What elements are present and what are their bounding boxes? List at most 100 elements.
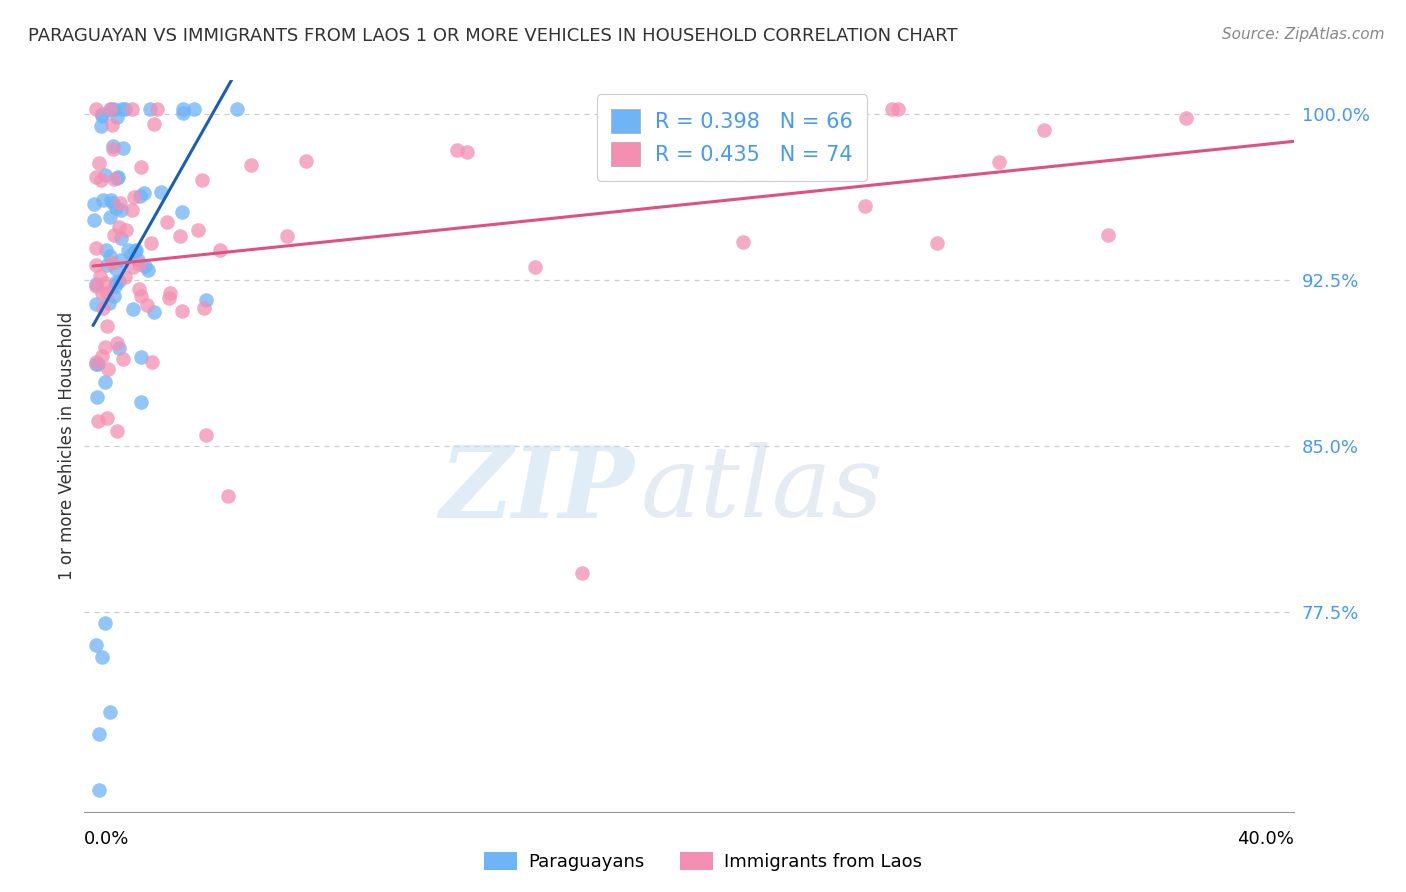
Point: [446, 143, 468, 157]
Point: [103, 227, 125, 242]
Point: [94, 340, 117, 354]
Point: [131, 289, 153, 303]
Point: [84, 277, 107, 292]
Point: [456, 145, 478, 160]
Point: [141, 355, 163, 369]
Point: [84, 639, 107, 653]
Legend: Paraguayans, Immigrants from Laos: Paraguayans, Immigrants from Laos: [477, 846, 929, 879]
Point: [139, 235, 162, 250]
Point: [128, 189, 150, 203]
Point: [136, 263, 159, 277]
Point: [108, 274, 131, 288]
Point: [105, 201, 128, 215]
Y-axis label: 1 or more Vehicles in Household: 1 or more Vehicles in Household: [58, 312, 76, 580]
Point: [97, 361, 120, 376]
Point: [146, 102, 169, 116]
Point: [117, 244, 139, 258]
Point: [159, 291, 181, 305]
Point: [172, 205, 194, 219]
Point: [110, 252, 132, 267]
Point: [114, 270, 136, 285]
Point: [620, 102, 643, 116]
Point: [98, 102, 121, 116]
Point: [100, 211, 122, 225]
Point: [571, 566, 593, 580]
Point: [87, 727, 110, 741]
Point: [94, 244, 117, 258]
Point: [84, 102, 107, 116]
Point: [114, 102, 136, 116]
Point: [172, 102, 194, 116]
Point: [194, 293, 217, 308]
Point: [87, 782, 110, 797]
Point: [103, 102, 125, 116]
Point: [91, 193, 114, 207]
Point: [84, 241, 107, 255]
Point: [128, 257, 150, 271]
Point: [159, 285, 181, 300]
Point: [83, 196, 105, 211]
Point: [128, 282, 150, 296]
Point: [87, 414, 110, 428]
Point: [96, 411, 118, 425]
Point: [191, 173, 214, 187]
Point: [84, 357, 107, 371]
Point: [925, 235, 948, 250]
Point: [129, 350, 152, 364]
Point: [90, 286, 112, 301]
Text: PARAGUAYAN VS IMMIGRANTS FROM LAOS 1 OR MORE VEHICLES IN HOUSEHOLD CORRELATION C: PARAGUAYAN VS IMMIGRANTS FROM LAOS 1 OR …: [28, 27, 957, 45]
Point: [105, 335, 128, 350]
Point: [239, 158, 262, 172]
Point: [84, 296, 107, 310]
Point: [93, 276, 115, 290]
Point: [111, 102, 134, 116]
Point: [103, 288, 125, 302]
Point: [208, 243, 231, 257]
Point: [523, 260, 546, 274]
Point: [131, 160, 153, 174]
Point: [107, 170, 129, 185]
Point: [111, 141, 134, 155]
Point: [122, 302, 145, 317]
Point: [89, 268, 111, 283]
Point: [169, 229, 191, 244]
Point: [134, 259, 156, 273]
Point: [987, 155, 1010, 169]
Text: ZIP: ZIP: [440, 442, 634, 538]
Point: [294, 153, 316, 168]
Point: [1033, 122, 1056, 136]
Point: [103, 138, 125, 153]
Point: [115, 223, 138, 237]
Point: [94, 375, 117, 389]
Point: [150, 185, 173, 199]
Point: [87, 357, 110, 371]
Point: [143, 305, 166, 319]
Point: [125, 243, 148, 257]
Point: [87, 156, 110, 170]
Point: [89, 120, 111, 134]
Point: [853, 199, 876, 213]
Point: [100, 193, 122, 207]
Point: [276, 228, 298, 243]
Point: [84, 258, 107, 272]
Point: [112, 352, 135, 367]
Point: [156, 215, 179, 229]
Point: [90, 649, 112, 664]
Text: atlas: atlas: [641, 442, 883, 538]
Point: [121, 102, 143, 116]
Point: [84, 355, 107, 369]
Point: [183, 102, 205, 116]
Point: [172, 105, 194, 120]
Point: [120, 248, 142, 262]
Point: [91, 110, 114, 124]
Point: [101, 195, 124, 210]
Point: [98, 249, 121, 263]
Point: [1097, 227, 1119, 242]
Text: Source: ZipAtlas.com: Source: ZipAtlas.com: [1222, 27, 1385, 42]
Point: [195, 427, 218, 442]
Point: [91, 349, 114, 363]
Point: [96, 286, 118, 301]
Point: [105, 110, 128, 124]
Text: 0.0%: 0.0%: [84, 830, 129, 848]
Point: [101, 118, 124, 132]
